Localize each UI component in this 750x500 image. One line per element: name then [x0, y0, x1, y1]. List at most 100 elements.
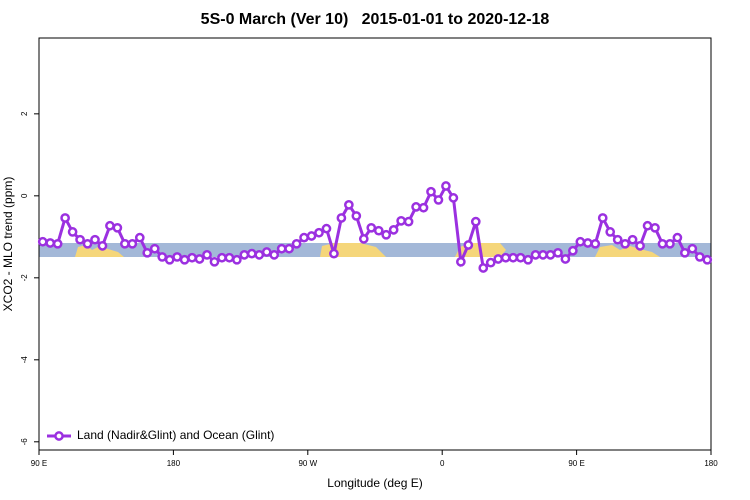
x-tick-label: 0 [440, 459, 445, 468]
x-tick-label: 180 [167, 459, 181, 468]
point [127, 238, 138, 249]
y-axis-label: XCO2 - MLO trend (ppm) [1, 177, 15, 312]
point [456, 256, 466, 267]
point [202, 250, 212, 260]
point [52, 238, 63, 249]
point [635, 240, 645, 251]
point [112, 222, 123, 233]
point [37, 236, 48, 247]
point [366, 222, 377, 233]
point [575, 236, 586, 247]
legend-label: Land (Nadir&Glint) and Ocean (Glint) [77, 428, 274, 442]
point [217, 252, 227, 263]
point [90, 234, 100, 245]
point [560, 254, 571, 264]
point [478, 263, 489, 273]
point [665, 238, 675, 249]
point [82, 238, 93, 249]
point [179, 254, 190, 265]
point [120, 238, 130, 249]
point [441, 181, 451, 191]
point [508, 252, 518, 263]
point [523, 254, 533, 265]
y-tick-label: 0 [20, 193, 29, 198]
point [149, 243, 160, 254]
point [411, 202, 421, 212]
point [164, 254, 175, 265]
point [470, 216, 481, 227]
point [650, 222, 660, 233]
point [500, 252, 511, 263]
point [276, 243, 287, 254]
point [299, 232, 309, 243]
point [687, 243, 698, 254]
x-tick-label: 180 [704, 459, 718, 468]
point [553, 247, 563, 258]
point [329, 248, 339, 259]
point [597, 213, 608, 223]
point [694, 252, 705, 262]
point [239, 250, 250, 260]
point [254, 250, 265, 260]
point [485, 257, 496, 268]
point [702, 254, 713, 265]
chart-title: 5S-0 March (Ver 10) 2015-01-01 to 2020-1… [201, 11, 550, 28]
point [45, 238, 56, 248]
point [157, 252, 168, 262]
point [582, 238, 593, 248]
point [142, 247, 153, 258]
point [269, 250, 280, 260]
land [595, 245, 660, 257]
y-tick-label: -4 [20, 356, 29, 364]
point [538, 250, 548, 260]
point [680, 247, 690, 258]
point [418, 202, 429, 213]
point [134, 232, 145, 243]
point [545, 250, 556, 260]
point [657, 238, 668, 249]
point [515, 252, 526, 263]
point [291, 238, 302, 249]
point [321, 223, 332, 234]
point [194, 254, 205, 264]
point [396, 215, 406, 226]
y-tick-label: -2 [20, 274, 29, 282]
point [612, 234, 623, 245]
x-tick-label: 90 E [31, 459, 47, 468]
point [530, 250, 541, 260]
point [381, 229, 392, 240]
x-tick-label: 90 E [568, 459, 584, 468]
point [97, 240, 108, 251]
point [642, 220, 653, 231]
point [403, 216, 414, 227]
point [351, 211, 362, 221]
point [75, 234, 85, 245]
point [336, 213, 347, 223]
point [620, 238, 630, 249]
point [306, 231, 317, 241]
point [627, 234, 638, 245]
y-tick-label: -6 [20, 438, 29, 446]
point [426, 186, 436, 197]
point [358, 234, 369, 244]
point [493, 254, 504, 264]
point [172, 252, 182, 262]
point [590, 238, 601, 249]
point [284, 243, 294, 254]
point [224, 252, 235, 263]
point [209, 256, 220, 267]
y-tick-label: 2 [20, 111, 29, 116]
map-band [39, 243, 711, 257]
point [373, 225, 384, 236]
point [344, 199, 354, 210]
legend-marker [54, 431, 64, 441]
x-tick-label: 90 W [298, 459, 317, 468]
point [246, 248, 257, 259]
point [105, 220, 115, 231]
point [187, 252, 197, 263]
point [463, 240, 474, 250]
point [568, 245, 578, 256]
point [60, 213, 70, 223]
point [314, 227, 324, 238]
